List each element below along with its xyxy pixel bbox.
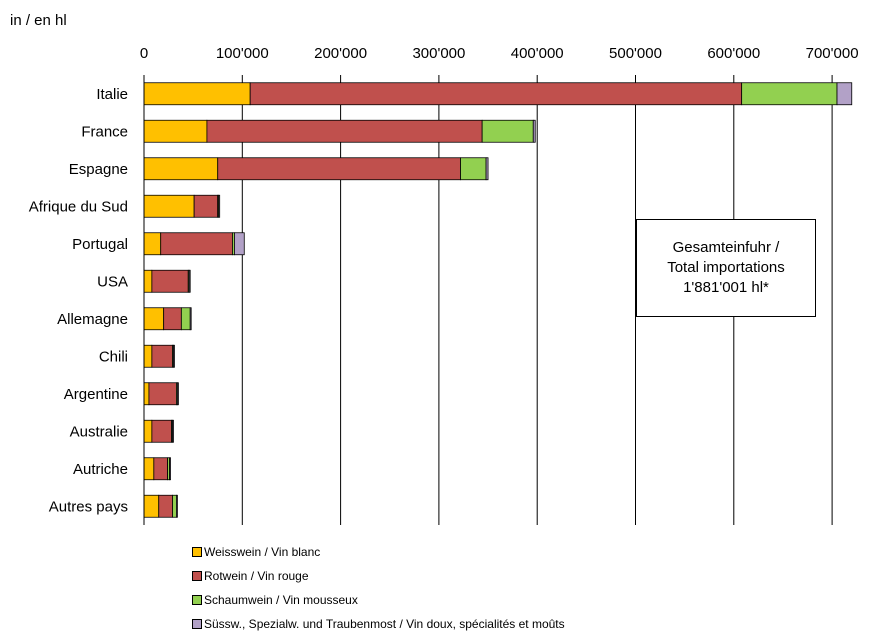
x-tick-label: 600'000 — [707, 45, 760, 62]
bar-segment — [148, 382, 177, 406]
total-imports-box: Gesamteinfuhr / Total importations 1'881… — [636, 219, 816, 317]
bar-segment — [485, 157, 489, 181]
bar-segment — [143, 232, 162, 256]
bar-segment — [143, 382, 150, 406]
total-box-line-1: Gesamteinfuhr / — [672, 239, 780, 256]
bar-segment — [460, 157, 487, 181]
bar-segment — [206, 119, 483, 143]
legend-item: Süssw., Spezialw. und Traubenmost / Vin … — [192, 612, 565, 636]
legend-label: Süssw., Spezialw. und Traubenmost / Vin … — [204, 617, 565, 631]
total-box-line-2: Total importations — [667, 259, 785, 276]
bar-segment — [193, 194, 219, 218]
bars — [143, 82, 853, 518]
bar-segment — [151, 344, 173, 368]
bar-segment — [143, 119, 208, 143]
bar-segment — [176, 494, 178, 518]
legend-swatch — [192, 619, 202, 629]
bar-segment — [188, 269, 191, 293]
bar-segment — [158, 494, 173, 518]
bar-segment — [172, 419, 174, 443]
category-label: Espagne — [69, 161, 128, 178]
legend: Weisswein / Vin blanc Rotwein / Vin rouge… — [192, 540, 565, 636]
bar-segment — [218, 194, 221, 218]
x-tick-label: 100'000 — [216, 45, 269, 62]
category-label: Allemagne — [57, 311, 128, 328]
bar-segment — [143, 344, 153, 368]
bar-segment — [143, 82, 251, 106]
bar-segment — [169, 457, 171, 481]
bar-segment — [217, 157, 461, 181]
category-label: France — [81, 123, 128, 140]
legend-swatch — [192, 547, 202, 557]
x-tick-label: 700'000 — [806, 45, 859, 62]
bar-segment — [143, 194, 195, 218]
bar-segment — [143, 157, 219, 181]
bar-segment — [151, 419, 172, 443]
bar-segment — [180, 307, 191, 331]
x-tick-label: 0 — [140, 45, 148, 62]
total-box-line-3: 1'881'001 hl* — [683, 279, 769, 296]
bar-segment — [163, 307, 182, 331]
category-label: Autriche — [73, 461, 128, 478]
category-label: Argentine — [64, 386, 128, 403]
legend-label: Rotwein / Vin rouge — [204, 569, 309, 583]
x-tick-labels: 0 100'000 200'000 300'000 400'000 500'000 600'… — [140, 45, 859, 62]
bar-segment — [153, 457, 168, 481]
category-labels: Italie France Espagne Afrique du Sud Portuga… — [29, 86, 128, 516]
bar-segment — [173, 344, 175, 368]
legend-item: Rotwein / Vin rouge — [192, 564, 565, 588]
bar-segment — [836, 82, 853, 106]
bar-segment — [143, 269, 153, 293]
category-label: Australie — [70, 423, 128, 440]
category-label: Portugal — [72, 236, 128, 253]
bar-segment — [160, 232, 233, 256]
legend-item: Weisswein / Vin blanc — [192, 540, 565, 564]
legend-swatch — [192, 571, 202, 581]
bar-segment — [143, 419, 153, 443]
category-label: USA — [97, 273, 128, 290]
bar-segment — [143, 307, 165, 331]
legend-item: Schaumwein / Vin mousseux — [192, 588, 565, 612]
bar-segment — [189, 307, 192, 331]
x-tick-label: 400'000 — [511, 45, 564, 62]
bar-segment — [741, 82, 838, 106]
category-label: Afrique du Sud — [29, 198, 128, 215]
bar-segment — [151, 269, 189, 293]
gridlines — [241, 75, 833, 525]
bar-segment — [234, 232, 245, 256]
x-tick-label: 200'000 — [314, 45, 367, 62]
bar-chart: 0 100'000 200'000 300'000 400'000 500'000 600'… — [29, 45, 859, 525]
bar-segment — [481, 119, 534, 143]
category-label: Chili — [99, 348, 128, 365]
category-label: Italie — [96, 86, 128, 103]
bar-segment — [143, 494, 160, 518]
bar-segment — [532, 119, 536, 143]
bar-segment — [172, 494, 177, 518]
bar-segment — [249, 82, 743, 106]
x-tick-label: 500'000 — [609, 45, 662, 62]
x-tick-label: 300'000 — [412, 45, 465, 62]
category-label: Autres pays — [49, 498, 128, 515]
bar-segment — [177, 382, 179, 406]
legend-swatch — [192, 595, 202, 605]
legend-label: Weisswein / Vin blanc — [204, 545, 321, 559]
unit-label: in / en hl — [10, 12, 67, 29]
legend-label: Schaumwein / Vin mousseux — [204, 593, 358, 607]
bar-segment — [143, 457, 155, 481]
